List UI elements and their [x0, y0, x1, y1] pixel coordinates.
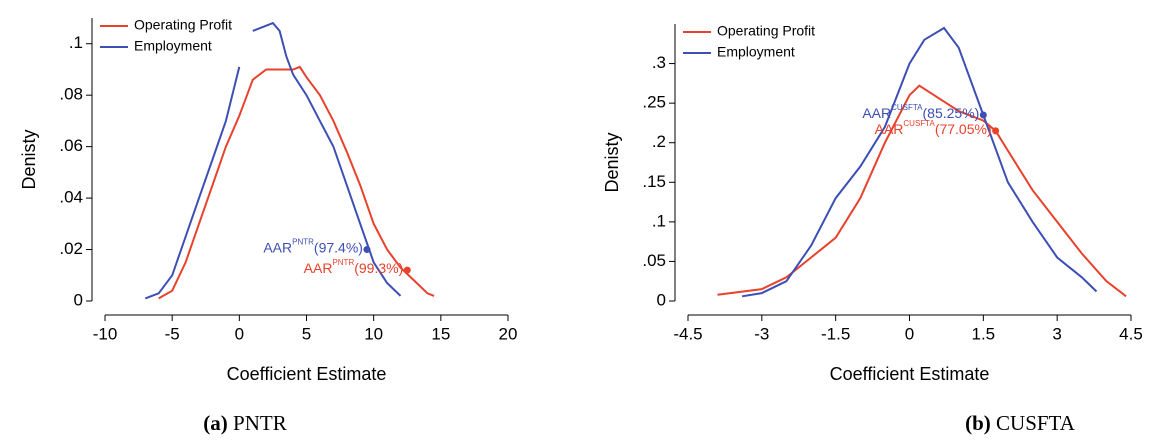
y-tick-label: .1	[69, 33, 83, 52]
x-tick-label: 4.5	[1119, 324, 1143, 343]
y-tick-label: .06	[59, 136, 83, 155]
annotation-dot	[403, 266, 411, 274]
x-tick-label: 15	[431, 324, 450, 343]
chart-panel: 0 .02 .04 .06 .08 .1 -10 -5 0 5 10 15 20 Coefficient …	[19, 17, 518, 435]
annotation-value: (97.4%)	[314, 239, 363, 255]
density-line	[741, 26, 1098, 298]
annotation: AARCUSFTA(85.25%)	[862, 103, 979, 121]
annotation-value: (77.05%)	[935, 121, 992, 137]
legend-label: Employment	[134, 38, 212, 54]
annotation: AARCUSFTA(77.05%)	[875, 119, 992, 137]
y-tick-label: .08	[59, 85, 83, 104]
x-tick-label: -1.5	[821, 324, 850, 343]
y-tick-label: .3	[652, 53, 666, 72]
annotation-text: AAR	[862, 105, 891, 121]
x-tick-label: 0	[905, 324, 914, 343]
density-line	[717, 84, 1127, 298]
density-line	[158, 65, 435, 300]
y-axis-label: Denisty	[602, 132, 622, 192]
legend-label: Operating Profit	[134, 17, 232, 33]
x-axis-label: Coefficient Estimate	[227, 364, 387, 384]
y-tick-label: .25	[642, 93, 666, 112]
annotation-dot	[363, 246, 371, 254]
annotation-dot	[979, 111, 987, 119]
caption-label: (a)	[203, 411, 228, 435]
x-tick-label: -3	[754, 324, 769, 343]
annotation-dot	[992, 127, 1000, 135]
x-tick-label: -10	[93, 324, 118, 343]
y-tick-label: .04	[59, 188, 83, 207]
annotation-superscript: CUSFTA	[903, 119, 935, 128]
x-axis-label: Coefficient Estimate	[830, 364, 990, 384]
annotation: AARPNTR(97.4%)	[263, 238, 363, 256]
x-tick-label: 3	[1052, 324, 1061, 343]
annotation-text: AAR	[263, 239, 292, 255]
annotation: AARPNTR(99.3%)	[304, 258, 404, 276]
annotation-value: (85.25%)	[923, 105, 980, 121]
annotation-superscript: PNTR	[332, 258, 354, 267]
y-axis-label: Denisty	[19, 129, 39, 189]
x-tick-label: -4.5	[673, 324, 702, 343]
caption-text: CUSFTA	[996, 411, 1076, 435]
annotation-text: AAR	[875, 121, 904, 137]
annotation-value: (99.3%)	[354, 260, 403, 276]
y-tick-label: .2	[652, 132, 666, 151]
x-tick-label: 1.5	[972, 324, 996, 343]
chart-panel: 0 .05 .1 .15 .2 .25 .3 -4.5 -3 -1.5 0 1.5 3 4.5 Coeffi…	[602, 23, 1143, 435]
x-tick-label: -5	[165, 324, 180, 343]
x-tick-label: 20	[499, 324, 518, 343]
y-tick-label: 0	[74, 290, 83, 309]
y-tick-label: .05	[642, 251, 666, 270]
caption: (b) CUSFTA	[965, 411, 1076, 435]
annotation-superscript: CUSFTA	[891, 103, 923, 112]
caption-label: (b)	[965, 411, 991, 435]
caption-text: PNTR	[233, 411, 287, 435]
x-tick-label: 5	[302, 324, 311, 343]
x-tick-label: 10	[364, 324, 383, 343]
density-line	[144, 21, 402, 300]
x-tick-label: 0	[235, 324, 244, 343]
annotation-text: AAR	[304, 260, 333, 276]
legend-label: Operating Profit	[717, 23, 815, 39]
y-tick-label: .1	[652, 211, 666, 230]
y-tick-label: .02	[59, 239, 83, 258]
y-tick-label: 0	[657, 290, 666, 309]
legend-label: Employment	[717, 44, 795, 60]
caption: (a) PNTR	[203, 411, 286, 435]
y-tick-label: .15	[642, 172, 666, 191]
annotation-superscript: PNTR	[292, 238, 314, 247]
